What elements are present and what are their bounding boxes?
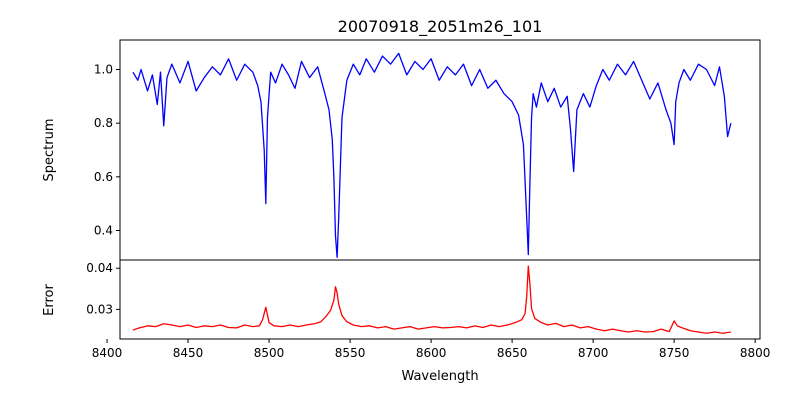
x-tick-label: 8400 [92,346,123,360]
x-tick-label: 8700 [578,346,609,360]
error-y-tick-label: 0.04 [86,261,113,275]
spectrum-y-tick-label: 0.8 [94,116,113,130]
spectrum-y-tick-label: 0.6 [94,170,113,184]
error-y-tick-label: 0.03 [86,302,113,316]
error-y-axis-label: Error [42,284,57,316]
x-tick-label: 8800 [740,346,771,360]
spectrum-y-axis: 0.4 0.6 0.8 1.0 [94,63,120,237]
error-y-axis: 0.03 0.04 [86,261,120,316]
spectrum-series-line [132,52,732,258]
x-tick-label: 8550 [335,346,366,360]
x-tick-label: 8750 [659,346,690,360]
error-plot-area [120,260,760,339]
spectrum-y-tick-label: 1.0 [94,63,113,77]
spectrum-line-layer [132,52,732,258]
error-line-layer [132,265,731,334]
spectrum-y-tick-label: 0.4 [94,223,113,237]
spectrum-y-axis-label: Spectrum [42,119,57,182]
x-tick-label: 8450 [173,346,204,360]
x-axis: 8400 8450 8500 8550 8600 8650 8700 8750 8800 [92,339,771,360]
x-tick-label: 8500 [254,346,285,360]
chart-title: 20070918_2051m26_101 [338,17,543,37]
x-axis-label: Wavelength [401,369,478,384]
error-series-line [132,265,731,334]
x-tick-label: 8650 [497,346,528,360]
x-tick-label: 8600 [416,346,447,360]
error-plot-frame [119,259,761,340]
spectrum-plot-area [120,40,760,260]
